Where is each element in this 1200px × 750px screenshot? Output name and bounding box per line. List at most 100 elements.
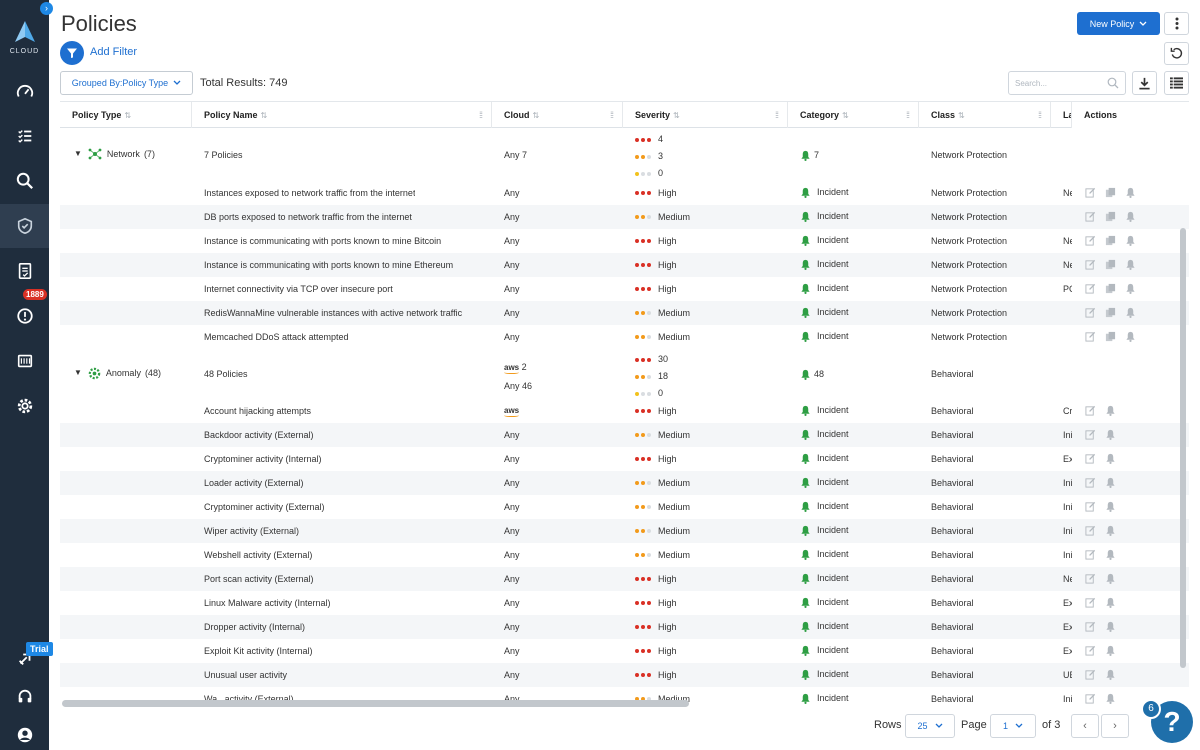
policy-name[interactable]: Account hijacking attempts	[204, 406, 312, 416]
drag-handle-icon[interactable]: ⁞⁞	[1037, 110, 1042, 120]
sort-icon[interactable]: ⇅	[958, 111, 965, 120]
edit-icon[interactable]	[1085, 429, 1096, 440]
notification-bell-icon[interactable]	[1105, 525, 1116, 536]
policy-name[interactable]: Cryptominer activity (Internal)	[204, 454, 322, 464]
table-row[interactable]: Backdoor activity (External) Any Medium Inc…	[60, 423, 1189, 447]
policy-name[interactable]: Dropper activity (Internal)	[204, 622, 306, 632]
group-label[interactable]: ▼ Network (7)	[74, 147, 155, 161]
table-row[interactable]: Linux Malware activity (Internal) Any High…	[60, 591, 1189, 615]
edit-icon[interactable]	[1085, 331, 1096, 342]
policy-name[interactable]: Internet connectivity via TCP over insec…	[204, 284, 393, 294]
sidebar-item-investigate[interactable]	[0, 159, 49, 203]
notification-bell-icon[interactable]	[1105, 549, 1116, 560]
policy-name[interactable]: Port scan activity (External)	[204, 574, 314, 584]
group-row-network[interactable]: ▼ Network (7) 7 Policies Any 7 4 3 0 7 Network Pr…	[60, 129, 1189, 181]
edit-icon[interactable]	[1085, 477, 1096, 488]
clone-icon[interactable]	[1105, 235, 1116, 246]
rows-per-page-select[interactable]: 25	[905, 714, 955, 738]
expand-caret-icon[interactable]: ▼	[74, 368, 82, 377]
column-header-severity[interactable]: Severity ⇅ ⁞⁞	[623, 102, 788, 128]
search-input[interactable]: Search...	[1008, 71, 1126, 95]
edit-icon[interactable]	[1085, 259, 1096, 270]
edit-icon[interactable]	[1085, 501, 1096, 512]
edit-icon[interactable]	[1085, 693, 1096, 704]
sidebar-item-support[interactable]	[0, 675, 49, 719]
clone-icon[interactable]	[1105, 211, 1116, 222]
table-row[interactable]: Unusual user activity Any High Incident Beha…	[60, 663, 1189, 687]
edit-icon[interactable]	[1085, 405, 1096, 416]
drag-handle-icon[interactable]: ⁞⁞	[609, 110, 614, 120]
sort-icon[interactable]: ⇅	[532, 111, 540, 120]
clone-icon[interactable]	[1105, 331, 1116, 342]
edit-icon[interactable]	[1085, 453, 1096, 464]
table-row[interactable]: Account hijacking attempts aws High Inciden…	[60, 399, 1189, 423]
column-header-policy-name[interactable]: Policy Name ⇅ ⁞⁞	[192, 102, 492, 128]
edit-icon[interactable]	[1085, 621, 1096, 632]
sort-icon[interactable]: ⇅	[673, 111, 680, 120]
table-row[interactable]: Cryptominer activity (External) Any Medium…	[60, 495, 1189, 519]
clone-icon[interactable]	[1105, 259, 1116, 270]
column-header-labels[interactable]: La	[1051, 102, 1074, 128]
notification-bell-icon[interactable]	[1105, 645, 1116, 656]
sidebar-item-profile[interactable]	[0, 713, 49, 750]
group-row-anomaly[interactable]: ▼ Anomaly (48) 48 Policies aws 2 Any 46 30 18 0 4…	[60, 349, 1189, 399]
previous-page-button[interactable]: ‹	[1071, 714, 1099, 738]
policy-name[interactable]: Instance is communicating with ports kno…	[204, 260, 454, 270]
notification-bell-icon[interactable]	[1125, 331, 1136, 342]
sort-icon[interactable]: ⇅	[260, 111, 268, 120]
column-header-policy-type[interactable]: Policy Type ⇅	[60, 102, 192, 128]
column-header-category[interactable]: Category ⇅ ⁞⁞	[788, 102, 919, 128]
reset-button[interactable]	[1164, 42, 1189, 65]
table-row[interactable]: Port scan activity (External) Any High Inci…	[60, 567, 1189, 591]
policy-name[interactable]: Wa...activity (External)	[204, 694, 294, 704]
policy-name[interactable]: Linux Malware activity (Internal)	[204, 598, 331, 608]
drag-handle-icon[interactable]: ⁞⁞	[905, 110, 910, 120]
table-row[interactable]: Dropper activity (Internal) Any High Incide…	[60, 615, 1189, 639]
notification-bell-icon[interactable]	[1105, 597, 1116, 608]
table-row[interactable]: Wa...activity (External) Any Medium Inciden…	[60, 687, 1189, 705]
add-filter-link[interactable]: Add Filter	[90, 46, 138, 58]
edit-icon[interactable]	[1085, 283, 1096, 294]
vertical-scrollbar[interactable]	[1180, 228, 1186, 668]
policy-name[interactable]: Exploit Kit activity (Internal)	[204, 646, 313, 656]
clone-icon[interactable]	[1105, 307, 1116, 318]
sidebar-item-policies[interactable]	[0, 204, 49, 248]
sidebar-item-compliance[interactable]	[0, 249, 49, 293]
page-select[interactable]: 1	[990, 714, 1036, 738]
notification-bell-icon[interactable]	[1105, 429, 1116, 440]
edit-icon[interactable]	[1085, 573, 1096, 584]
table-row[interactable]: Exploit Kit activity (Internal) Any High In…	[60, 639, 1189, 663]
table-row[interactable]: DB ports exposed to network traffic from…	[60, 205, 1189, 229]
policy-name[interactable]: Memcached DDoS attack attempted	[204, 332, 349, 342]
sidebar-item-alerts-list[interactable]	[0, 114, 49, 158]
notification-bell-icon[interactable]	[1125, 283, 1136, 294]
edit-icon[interactable]	[1085, 211, 1096, 222]
table-row[interactable]: Internet connectivity via TCP over insec…	[60, 277, 1189, 301]
table-row[interactable]: Cryptominer activity (Internal) Any High In…	[60, 447, 1189, 471]
policy-name[interactable]: RedisWannaMine vulnerable instances with…	[204, 308, 463, 318]
edit-icon[interactable]	[1085, 235, 1096, 246]
table-row[interactable]: Instances exposed to network traffic fro…	[60, 181, 1189, 205]
clone-icon[interactable]	[1105, 187, 1116, 198]
notification-bell-icon[interactable]	[1105, 621, 1116, 632]
notification-bell-icon[interactable]	[1125, 187, 1136, 198]
notification-bell-icon[interactable]	[1105, 573, 1116, 584]
sort-icon[interactable]: ⇅	[842, 111, 849, 120]
column-header-class[interactable]: Class ⇅ ⁞⁞	[919, 102, 1051, 128]
policy-name[interactable]: Wiper activity (External)	[204, 526, 300, 536]
sidebar-item-settings[interactable]	[0, 384, 49, 428]
next-page-button[interactable]: ›	[1101, 714, 1129, 738]
edit-icon[interactable]	[1085, 597, 1096, 608]
policy-name[interactable]: Unusual user activity	[204, 670, 288, 680]
policy-name[interactable]: Instance is communicating with ports kno…	[204, 236, 442, 246]
drag-handle-icon[interactable]: ⁞⁞	[478, 110, 483, 120]
table-row[interactable]: Wiper activity (External) Any Medium Incide…	[60, 519, 1189, 543]
edit-icon[interactable]	[1085, 525, 1096, 536]
table-row[interactable]: RedisWannaMine vulnerable instances with…	[60, 301, 1189, 325]
edit-icon[interactable]	[1085, 187, 1096, 198]
notification-bell-icon[interactable]	[1105, 501, 1116, 512]
notification-bell-icon[interactable]	[1105, 405, 1116, 416]
edit-icon[interactable]	[1085, 669, 1096, 680]
drag-handle-icon[interactable]: ⁞⁞	[774, 110, 779, 120]
new-policy-button[interactable]: New Policy	[1077, 12, 1160, 35]
